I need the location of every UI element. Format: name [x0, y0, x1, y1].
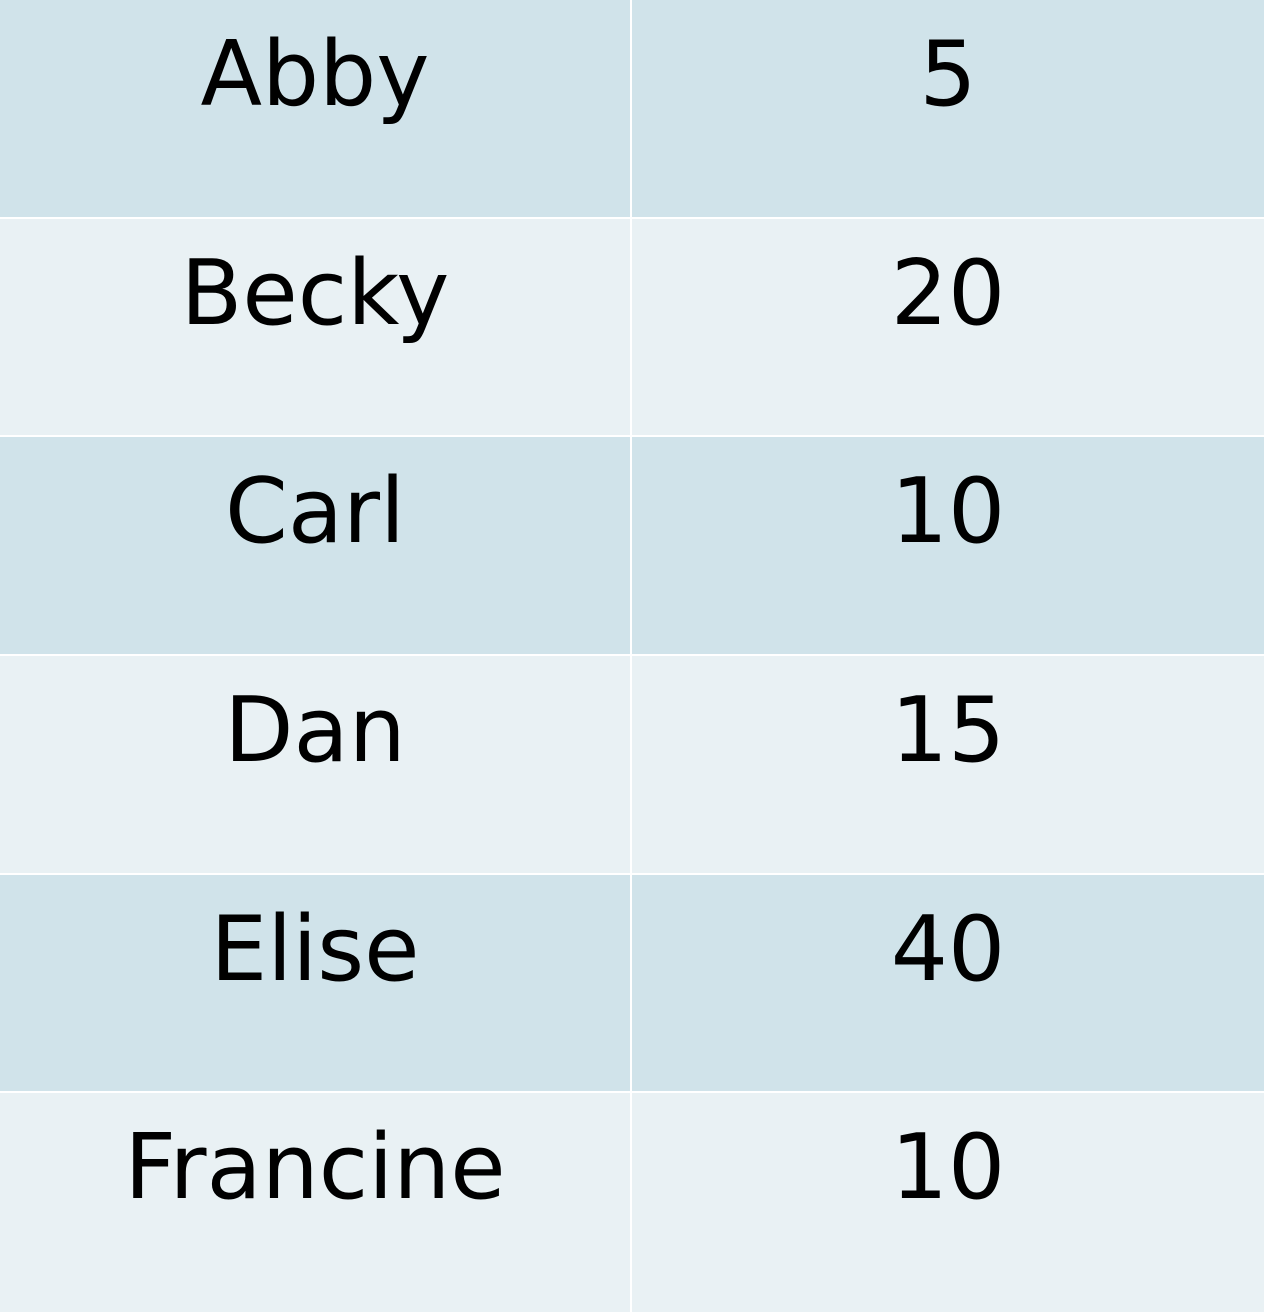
table-row: Elise 40	[0, 874, 1264, 1094]
value-cell: 10	[890, 1115, 1006, 1221]
value-cell: 20	[890, 240, 1006, 346]
name-cell: Becky	[0, 218, 632, 436]
value-cell: 5	[919, 22, 977, 127]
value-cell: 40	[890, 896, 1006, 1002]
table-row: Abby 5	[0, 0, 1264, 219]
table-row: Francine 10	[0, 1093, 1264, 1312]
name-cell: Elise	[0, 874, 632, 1092]
name-cell: Carl	[0, 437, 632, 654]
value-cell: 15	[890, 677, 1006, 783]
table-row: Becky 20	[0, 218, 1264, 438]
name-cell: Francine	[0, 1093, 632, 1312]
value-cell: 10	[890, 459, 1006, 565]
name-cell: Abby	[0, 0, 632, 217]
name-cell: Dan	[0, 655, 632, 873]
table-row: Dan 15	[0, 655, 1264, 875]
table-row: Carl 10	[0, 437, 1264, 656]
